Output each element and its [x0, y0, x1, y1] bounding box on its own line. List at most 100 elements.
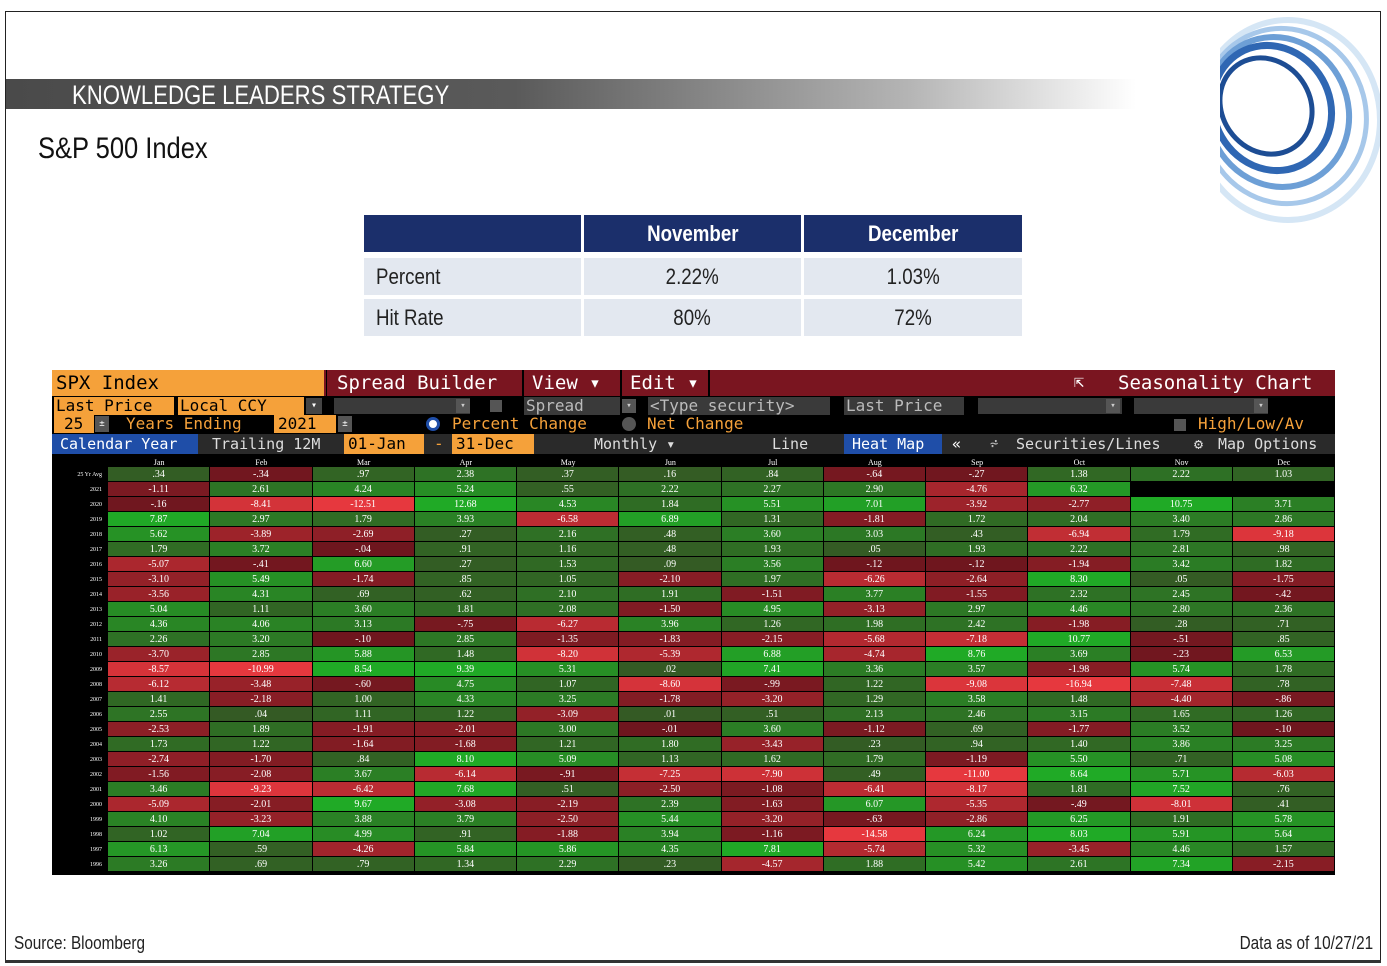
heat-map-cell[interactable]: .23: [823, 737, 926, 752]
second-currency-dropdown[interactable]: [978, 398, 1122, 414]
heat-map-cell[interactable]: 3.60: [312, 602, 415, 617]
heat-map-cell[interactable]: 2.45: [1130, 587, 1233, 602]
heat-map-cell[interactable]: 4.46: [1130, 842, 1233, 857]
heat-map-cell[interactable]: 3.40: [1130, 512, 1233, 527]
heat-map-cell[interactable]: 4.75: [414, 677, 517, 692]
heat-map-cell[interactable]: .48: [619, 542, 722, 557]
heat-map-cell[interactable]: -6.03: [1232, 767, 1335, 782]
heat-map-cell[interactable]: 1.73: [108, 737, 211, 752]
heat-map-cell[interactable]: -1.50: [619, 602, 722, 617]
heat-map-cell[interactable]: 2.13: [823, 707, 926, 722]
heat-map-cell[interactable]: -1.77: [1028, 722, 1131, 737]
chevron-down-icon[interactable]: ▾: [306, 398, 322, 414]
heat-map-cell[interactable]: 1.93: [721, 542, 824, 557]
chevron-down-icon[interactable]: ▾: [1254, 399, 1268, 413]
heat-map-cell[interactable]: 2.86: [1232, 512, 1335, 527]
heat-map-cell[interactable]: .04: [210, 707, 313, 722]
heat-map-cell[interactable]: 7.68: [414, 782, 517, 797]
heat-map-cell[interactable]: -3.08: [414, 797, 517, 812]
heat-map-cell[interactable]: 3.56: [721, 557, 824, 572]
heat-map-cell[interactable]: 2.61: [1028, 857, 1131, 872]
heat-map-cell[interactable]: -6.12: [108, 677, 211, 692]
heat-map-cell[interactable]: -2.53: [108, 722, 211, 737]
heat-map-cell[interactable]: 2.26: [108, 632, 211, 647]
heat-map-cell[interactable]: 1.40: [1028, 737, 1131, 752]
heat-map-cell[interactable]: -10.99: [210, 662, 313, 677]
heat-map-cell[interactable]: .98: [1232, 542, 1335, 557]
heat-map-cell[interactable]: .09: [619, 557, 722, 572]
percent-change-radio[interactable]: [426, 417, 440, 431]
heat-map-cell[interactable]: -3.20: [721, 812, 824, 827]
heat-map-cell[interactable]: 1.41: [108, 692, 211, 707]
heat-map-cell[interactable]: .71: [1232, 617, 1335, 632]
heat-map-cell[interactable]: -.04: [312, 542, 415, 557]
heat-map-cell[interactable]: 1.48: [1028, 692, 1131, 707]
heat-map-cell[interactable]: 1.11: [312, 707, 415, 722]
heat-map-cell[interactable]: 1.97: [721, 572, 824, 587]
export-icon[interactable]: ⇱: [1074, 372, 1085, 392]
heat-map-cell[interactable]: 5.86: [517, 842, 620, 857]
heat-map-cell[interactable]: -8.57: [108, 662, 211, 677]
heat-map-cell[interactable]: .85: [1232, 632, 1335, 647]
heat-map-cell[interactable]: 3.13: [312, 617, 415, 632]
heat-map-cell[interactable]: 1.48: [414, 647, 517, 662]
heat-map-cell[interactable]: -.91: [517, 767, 620, 782]
heat-map-cell[interactable]: .34: [108, 467, 211, 482]
heat-map-cell[interactable]: -1.94: [1028, 557, 1131, 572]
heat-map-cell[interactable]: -2.69: [312, 527, 415, 542]
heat-map-cell[interactable]: -14.58: [823, 827, 926, 842]
heat-map-cell[interactable]: [1232, 482, 1335, 497]
heat-map-cell[interactable]: 3.67: [312, 767, 415, 782]
heat-map-cell[interactable]: 6.24: [926, 827, 1029, 842]
heat-map-cell[interactable]: 1.03: [1232, 467, 1335, 482]
heat-map-cell[interactable]: -.16: [108, 497, 211, 512]
heat-map-cell[interactable]: 4.35: [619, 842, 722, 857]
heat-map-cell[interactable]: -1.98: [1028, 662, 1131, 677]
heat-map-cell[interactable]: 3.94: [619, 827, 722, 842]
heat-map-cell[interactable]: -3.70: [108, 647, 211, 662]
heat-map-cell[interactable]: 3.72: [210, 542, 313, 557]
heat-map-cell[interactable]: 1.22: [414, 707, 517, 722]
heat-map-cell[interactable]: 4.33: [414, 692, 517, 707]
heat-map-cell[interactable]: -1.64: [312, 737, 415, 752]
heat-map-cell[interactable]: 2.90: [823, 482, 926, 497]
heat-map-cell[interactable]: .01: [619, 707, 722, 722]
heat-map-cell[interactable]: -8.41: [210, 497, 313, 512]
heat-map-cell[interactable]: 3.93: [414, 512, 517, 527]
heat-map-cell[interactable]: -1.75: [1232, 572, 1335, 587]
heat-map-cell[interactable]: 2.39: [619, 797, 722, 812]
heat-map-cell[interactable]: 1.81: [1028, 782, 1131, 797]
heat-map-cell[interactable]: 3.20: [210, 632, 313, 647]
heat-map-cell[interactable]: -3.89: [210, 527, 313, 542]
secondary-security-input[interactable]: [334, 398, 470, 414]
spread-dropdown[interactable]: [524, 397, 620, 415]
heat-map-cell[interactable]: 5.32: [926, 842, 1029, 857]
heat-map-cell[interactable]: 5.24: [414, 482, 517, 497]
heat-map-cell[interactable]: -2.50: [619, 782, 722, 797]
heat-map-cell[interactable]: 2.97: [926, 602, 1029, 617]
heat-map-cell[interactable]: 4.36: [108, 617, 211, 632]
heat-map-cell[interactable]: -1.88: [517, 827, 620, 842]
heat-map-cell[interactable]: -1.55: [926, 587, 1029, 602]
heat-map-cell[interactable]: -11.00: [926, 767, 1029, 782]
heat-map-cell[interactable]: 1.98: [823, 617, 926, 632]
heat-map-cell[interactable]: 5.74: [1130, 662, 1233, 677]
heat-map-cell[interactable]: 1.79: [312, 512, 415, 527]
heat-map-cell[interactable]: -1.16: [721, 827, 824, 842]
heat-map-cell[interactable]: 9.67: [312, 797, 415, 812]
heat-map-cell[interactable]: 4.10: [108, 812, 211, 827]
heat-map-cell[interactable]: 2.38: [414, 467, 517, 482]
heat-map-cell[interactable]: 3.60: [721, 527, 824, 542]
heat-map-cell[interactable]: 3.26: [108, 857, 211, 872]
heat-map-cell[interactable]: 3.79: [414, 812, 517, 827]
heat-map-cell[interactable]: -6.27: [517, 617, 620, 632]
heat-map-cell[interactable]: -2.18: [210, 692, 313, 707]
heat-map-cell[interactable]: .79: [312, 857, 415, 872]
heat-map-cell[interactable]: -1.56: [108, 767, 211, 782]
heat-map-tab[interactable]: [844, 434, 942, 454]
heat-map-cell[interactable]: 2.22: [619, 482, 722, 497]
heat-map-cell[interactable]: 3.77: [823, 587, 926, 602]
heat-map-cell[interactable]: -.23: [1130, 647, 1233, 662]
heat-map-cell[interactable]: -1.19: [926, 752, 1029, 767]
heat-map-cell[interactable]: -2.01: [210, 797, 313, 812]
